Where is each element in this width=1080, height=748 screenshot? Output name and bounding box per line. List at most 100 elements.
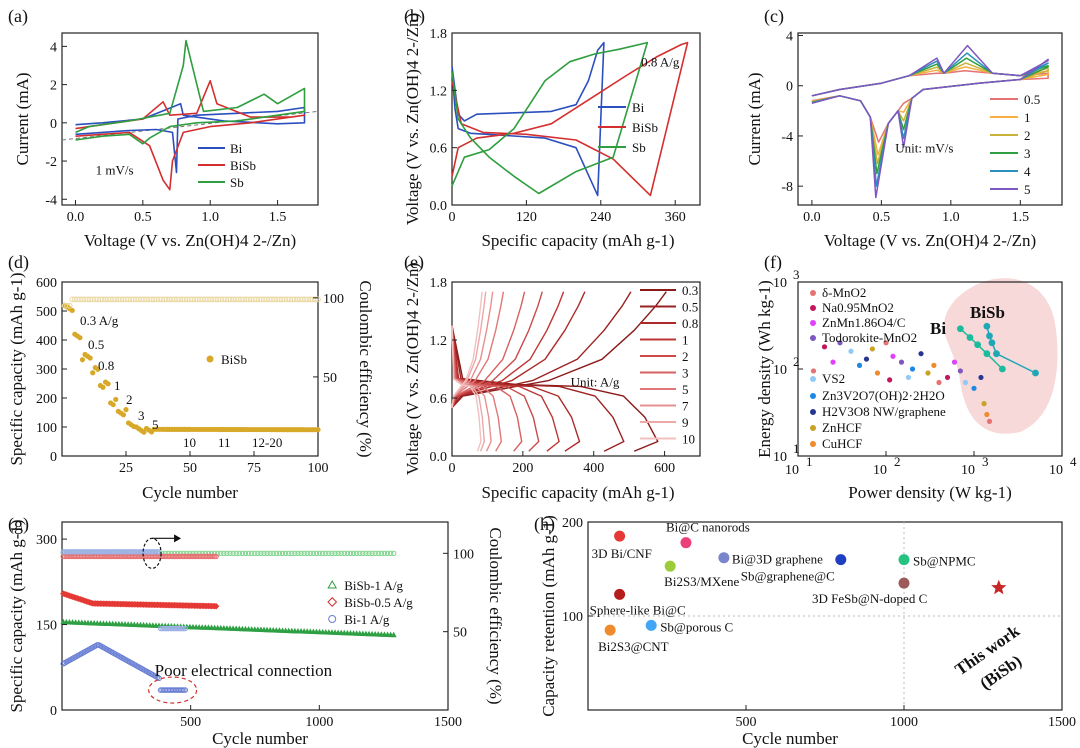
panel-c: (c) 0.0 0.5 1.0 1.5 -8 -4 0 4 Voltage (V vs. Zn(O… [745, 6, 1063, 250]
bisb1-ce-point [289, 550, 295, 557]
bisb1-ce-point [301, 550, 307, 557]
y-axis-label: Current (mA) [745, 72, 764, 165]
rate-label: 12-20 [252, 435, 282, 450]
bisb1-ce-point [329, 550, 335, 557]
legend-label: 10 [682, 432, 695, 447]
x-tick-label: 10 [785, 463, 799, 478]
legend-marker [810, 409, 816, 415]
bi-point [966, 334, 974, 341]
x-tick-label: 1.0 [942, 210, 960, 225]
x-axis-label: Cycle number [742, 729, 838, 748]
series-4 [811, 52, 1049, 187]
rate-label: 0.8 [98, 358, 114, 373]
panel-label: (d) [8, 252, 29, 273]
bisb-point [993, 350, 1000, 358]
bisb1-ce-point [261, 550, 267, 557]
reference-point [664, 560, 676, 572]
x-tick-label: 100 [308, 461, 329, 476]
capacity-point [69, 307, 75, 314]
reference-point [984, 411, 990, 418]
legend-label: CuHCF [822, 436, 862, 451]
bi-capacity-point [182, 687, 189, 693]
y-tick-label: 4 [50, 40, 57, 55]
series-Bi [75, 102, 306, 174]
series-0.5 [811, 69, 1049, 143]
capacity-point [79, 357, 86, 363]
y-tick-label: 300 [36, 363, 57, 378]
bisb1-ce-point [350, 550, 357, 557]
plot-frame [451, 32, 701, 206]
x-tick-label: 400 [583, 461, 604, 476]
legend-marker [327, 579, 338, 589]
bisb1-ce-point [286, 550, 292, 557]
legend-label: BiSb [221, 352, 247, 367]
reference-point [835, 554, 847, 566]
bisb1-ce-point [245, 550, 252, 557]
reference-point [936, 379, 942, 386]
reference-point [898, 359, 905, 365]
legend-label: Sb [632, 140, 646, 155]
bisb1-ce-point [307, 550, 314, 557]
panel-b: (b) 0 120 240 360 0.0 0.6 1.2 1.8 Specific capaci… [403, 6, 701, 250]
legend-marker [327, 597, 338, 607]
bi-failure-ellipse [148, 676, 198, 704]
legend-marker [810, 376, 816, 382]
y-tick-label: 300 [36, 533, 57, 548]
plot-frame [61, 32, 319, 206]
bi-point [974, 341, 982, 349]
y-tick-label: 1.2 [430, 334, 448, 349]
reference-point [869, 346, 875, 352]
legend-label: Sb [230, 175, 244, 190]
legend-label: BiSb [230, 158, 256, 173]
bisb1-ce-point [332, 550, 338, 557]
plot-frame [797, 32, 1063, 206]
series-BiSb [75, 80, 306, 191]
reference-point [614, 588, 626, 600]
x-axis-label: Specific capacity (mAh g-1) [481, 483, 674, 502]
reference-point [718, 552, 730, 564]
capacity-point [105, 381, 111, 387]
reference-point [909, 366, 916, 372]
bisb1-ce-point [298, 550, 304, 557]
x-tick-label: 0.5 [873, 210, 891, 225]
legend-marker [810, 425, 816, 431]
ce-point [315, 296, 321, 303]
charge-0.5 [451, 291, 632, 409]
legend-label: 5 [682, 382, 689, 397]
x-tick-exponent: 1 [806, 454, 813, 469]
x-tick-label: 50 [183, 461, 197, 476]
x-tick-label: 1.5 [269, 210, 287, 225]
y-tick-label: 150 [36, 619, 57, 634]
point-label: 3D FeSb@N-doped C [812, 591, 927, 606]
legend-marker [810, 335, 816, 341]
y-tick-label: -2 [45, 155, 57, 170]
reference-point [944, 374, 951, 381]
bisb-point [986, 332, 993, 340]
discharge-3 [451, 325, 523, 452]
legend-marker [810, 393, 816, 399]
legend-label: 0.5 [682, 300, 698, 315]
bisb1-ce-point [381, 550, 388, 557]
bi-ce-point [156, 549, 162, 555]
capacity-point [95, 366, 101, 372]
bisb1-ce-point [313, 550, 320, 557]
legend-label: 0.8 [682, 316, 698, 331]
x-tick-label: 1500 [1048, 715, 1076, 730]
y-tick-label: 4 [786, 30, 793, 45]
y-tick-label: -4 [781, 130, 793, 145]
capacity-point [141, 429, 147, 435]
bisb1-ce-point [335, 550, 341, 557]
y2-tick-label: 50 [453, 626, 467, 641]
y-tick-label: 200 [36, 392, 57, 407]
charge-3 [451, 291, 526, 408]
reference-point [887, 377, 893, 383]
panel-label: (b) [404, 6, 425, 27]
y-tick-label: 0.0 [430, 199, 448, 214]
y-axis-label: Voltage (V vs. Zn(OH)4 2-/Zn) [403, 13, 422, 225]
reference-point [905, 374, 912, 381]
x-tick-label: 240 [590, 210, 611, 225]
legend-label: BiSb-0.5 A/g [344, 595, 413, 610]
y-tick-label: 600 [36, 276, 57, 291]
capacity-point [113, 396, 119, 403]
capacity-point [315, 427, 321, 433]
